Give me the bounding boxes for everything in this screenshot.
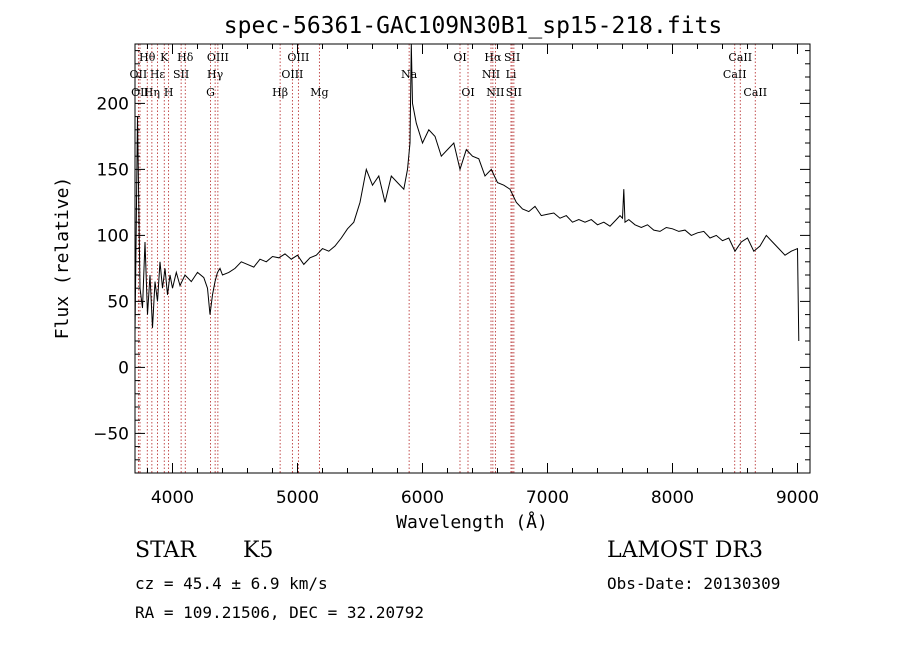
line-marker-label: Hδ: [177, 51, 194, 64]
observation-date: Obs-Date: 20130309: [607, 574, 781, 593]
line-markers: Hθ OII OII K Hε Hη H Hδ SII OIII Hγ G OIII OIII Hβ Mg Na…: [130, 44, 767, 473]
y-tick-label: 200: [97, 94, 129, 114]
spectrum-series: [134, 43, 800, 342]
line-marker-label: Hη: [144, 86, 160, 99]
line-marker-label: CaII: [723, 68, 747, 81]
y-tick-label: 100: [97, 226, 129, 246]
x-tick-label: 8000: [651, 488, 694, 508]
line-marker-label: OII: [131, 86, 149, 99]
x-tick-label: 9000: [776, 488, 819, 508]
redshift-cz: cz = 45.4 ± 6.9 km/s: [135, 574, 328, 593]
line-marker-label: NII: [486, 86, 504, 99]
x-tick-label: 7000: [526, 488, 569, 508]
line-marker-label: CaII: [728, 51, 752, 64]
line-marker-label: OIII: [281, 68, 303, 81]
line-marker-label: OIII: [287, 51, 309, 64]
y-axis: −50 0 50 100 150 200: [93, 50, 810, 461]
y-axis-label: Flux (relative): [52, 177, 73, 340]
x-tick-label: 5000: [276, 488, 319, 508]
spectrum-line: [134, 43, 800, 342]
y-tick-label: 0: [118, 358, 129, 378]
x-axis-label: Wavelength (Å): [396, 511, 548, 533]
y-tick-label: 150: [97, 160, 129, 180]
y-tick-label: 50: [107, 292, 129, 312]
y-tick-label: −50: [93, 424, 129, 444]
object-class: STAR: [135, 538, 196, 563]
line-marker-label: SII: [506, 86, 522, 99]
line-marker-label: OI: [461, 86, 474, 99]
line-marker-label: Hε: [150, 68, 166, 81]
line-marker-label: H: [164, 86, 174, 99]
line-marker-label: K: [160, 51, 169, 64]
line-marker-label: OIII: [207, 51, 229, 64]
line-marker-label: G: [206, 86, 215, 99]
line-marker-label: Hα: [484, 51, 502, 64]
x-tick-label: 4000: [151, 488, 194, 508]
line-marker-label: Hθ: [139, 51, 156, 64]
object-subclass: K5: [243, 538, 274, 563]
survey-name: LAMOST DR3: [607, 538, 763, 563]
x-tick-label: 6000: [401, 488, 444, 508]
line-marker-label: OI: [453, 51, 466, 64]
line-marker-label: SII: [173, 68, 189, 81]
x-axis: 4000 5000 6000 7000 8000 9000: [147, 44, 819, 508]
line-marker-label: Hγ: [207, 68, 224, 81]
line-marker-label: Mg: [310, 86, 328, 99]
line-marker-label: CaII: [743, 86, 767, 99]
chart-title: spec-56361-GAC109N30B1_sp15-218.fits: [224, 13, 723, 39]
coordinates: RA = 109.21506, DEC = 32.20792: [135, 603, 424, 622]
line-marker-label: OII: [130, 68, 148, 81]
line-marker-label: Li: [506, 68, 517, 81]
plot-frame: [134, 43, 811, 474]
line-marker-label: Na: [401, 68, 418, 81]
line-marker-label: Hβ: [272, 86, 288, 99]
line-marker-label: NII: [482, 68, 500, 81]
line-marker-label: SII: [504, 51, 520, 64]
